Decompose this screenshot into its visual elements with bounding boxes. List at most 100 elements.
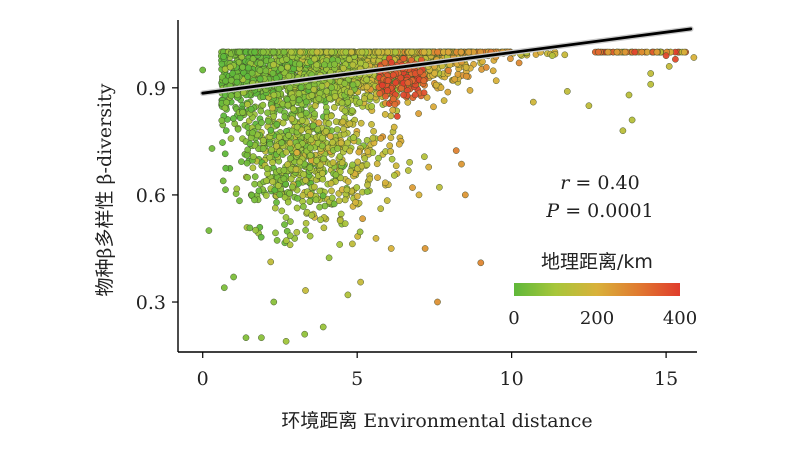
- data-point: [392, 79, 400, 87]
- data-point: [270, 112, 277, 120]
- x-tick-label: 5: [351, 368, 363, 390]
- data-point: [680, 48, 688, 56]
- data-point: [333, 126, 341, 133]
- data-point: [529, 98, 537, 106]
- data-point: [289, 105, 297, 113]
- data-point: [431, 69, 438, 77]
- data-point: [273, 120, 281, 128]
- data-point: [316, 203, 323, 211]
- r-annotation: r = 0.40: [560, 172, 639, 194]
- data-point: [273, 142, 280, 150]
- data-point: [515, 59, 523, 67]
- data-point: [359, 215, 366, 223]
- data-point: [352, 199, 359, 206]
- data-point: [258, 334, 265, 342]
- data-point: [325, 254, 333, 262]
- data-point: [421, 245, 429, 252]
- data-point: [320, 155, 328, 163]
- data-point: [277, 65, 285, 72]
- data-point: [285, 131, 292, 139]
- data-point: [328, 187, 335, 195]
- data-point: [249, 55, 257, 63]
- data-point: [259, 48, 267, 56]
- data-point: [356, 228, 364, 236]
- data-point: [289, 94, 297, 102]
- data-point: [411, 91, 419, 99]
- x-axis-label: 环境距离 Environmental distance: [281, 410, 592, 432]
- x-tick-label: 15: [654, 368, 678, 390]
- data-point: [313, 48, 321, 56]
- data-point: [293, 123, 301, 131]
- data-point: [342, 48, 350, 56]
- data-point: [363, 188, 371, 195]
- data-point: [368, 102, 376, 110]
- data-point: [344, 139, 351, 147]
- data-point: [389, 71, 397, 79]
- data-point: [595, 48, 602, 56]
- data-point: [415, 110, 422, 117]
- data-point: [270, 298, 278, 306]
- data-point: [222, 186, 229, 194]
- data-point: [306, 198, 314, 205]
- data-point: [249, 164, 257, 172]
- data-point: [376, 90, 384, 97]
- data-point: [392, 48, 399, 56]
- data-point: [619, 127, 627, 135]
- data-point: [358, 48, 366, 56]
- data-point: [432, 81, 440, 89]
- data-point: [340, 64, 347, 72]
- data-point: [227, 135, 235, 142]
- data-point: [287, 218, 294, 225]
- data-point: [302, 287, 309, 294]
- data-point: [278, 207, 286, 215]
- data-point: [222, 77, 229, 85]
- data-point: [271, 186, 279, 194]
- data-point: [262, 67, 270, 75]
- data-point: [278, 139, 285, 147]
- data-point: [281, 194, 289, 201]
- data-point: [327, 133, 334, 140]
- data-point: [270, 61, 277, 69]
- r-value: = 0.40: [569, 172, 639, 194]
- data-point: [258, 119, 265, 127]
- data-point: [311, 183, 318, 191]
- data-point: [273, 199, 280, 206]
- data-point: [457, 48, 465, 56]
- data-point: [563, 88, 571, 95]
- data-point: [302, 176, 309, 184]
- data-point: [323, 87, 331, 95]
- data-point: [302, 98, 310, 106]
- data-point: [220, 284, 228, 292]
- data-point: [219, 177, 227, 185]
- data-point: [308, 92, 316, 99]
- data-point: [444, 48, 452, 56]
- p-annotation: P = 0.0001: [545, 200, 653, 222]
- data-point: [274, 182, 282, 190]
- data-point: [270, 91, 278, 99]
- data-point: [349, 161, 356, 169]
- data-point: [295, 96, 303, 104]
- data-point: [430, 103, 437, 111]
- data-point: [294, 195, 301, 202]
- data-point: [305, 83, 313, 90]
- data-point: [267, 126, 275, 134]
- data-point: [267, 258, 275, 266]
- data-point: [302, 109, 310, 117]
- y-tick-label: 0.9: [136, 78, 166, 100]
- data-point: [230, 115, 237, 122]
- data-point: [482, 64, 490, 71]
- data-point: [346, 147, 354, 155]
- data-point: [219, 139, 226, 146]
- data-point: [319, 323, 327, 331]
- data-point: [336, 217, 344, 224]
- data-point: [318, 82, 326, 90]
- data-point: [328, 194, 336, 202]
- data-point: [264, 117, 272, 125]
- data-point: [223, 99, 230, 106]
- data-point: [297, 84, 305, 91]
- data-point: [416, 68, 424, 76]
- data-point: [226, 63, 234, 71]
- data-point: [445, 67, 452, 75]
- data-point: [222, 164, 230, 172]
- data-point: [257, 60, 264, 67]
